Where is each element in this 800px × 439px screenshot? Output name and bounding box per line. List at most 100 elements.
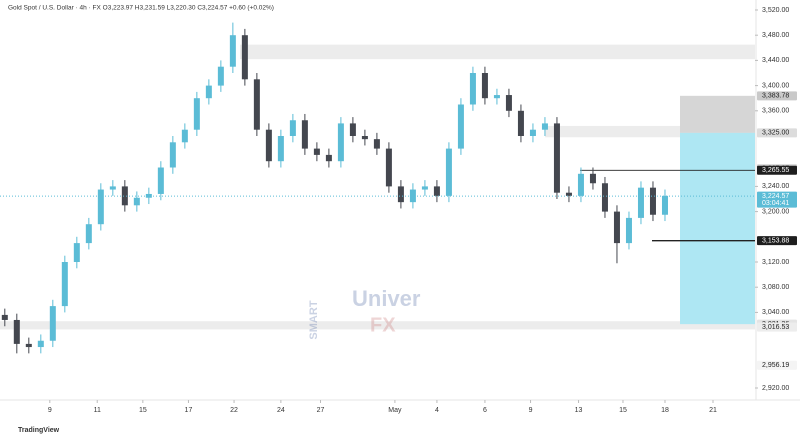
y-tick-label: 3,520.00 xyxy=(762,7,789,14)
candle-body xyxy=(265,129,272,162)
price-tag xyxy=(757,322,797,332)
x-tick-label: 21 xyxy=(709,407,717,414)
x-tick-label: 18 xyxy=(661,407,669,414)
candle-body xyxy=(661,195,668,215)
candle-body xyxy=(421,186,428,190)
y-tick-label: 3,240.00 xyxy=(762,183,789,190)
x-tick-label: 27 xyxy=(317,407,325,414)
watermark-text: FX xyxy=(370,314,396,336)
x-tick-label: 9 xyxy=(48,407,52,414)
y-tick-label: 2,920.00 xyxy=(762,385,789,392)
candle-body xyxy=(337,123,344,162)
candle-body xyxy=(97,189,104,225)
y-tick-label: 3,200.00 xyxy=(762,208,789,215)
zone xyxy=(680,95,755,133)
candle-body xyxy=(433,186,440,196)
zone xyxy=(545,125,755,138)
candle-body xyxy=(577,173,584,196)
candle-body xyxy=(349,123,356,136)
candle-body xyxy=(517,110,524,136)
y-tick-label: 3,480.00 xyxy=(762,32,789,39)
candle-body xyxy=(409,189,416,203)
candle-body xyxy=(613,211,620,244)
candle-body xyxy=(73,243,80,262)
candle-body xyxy=(13,319,20,344)
candle-body xyxy=(553,123,560,193)
price-tag-label: 3,265.55 xyxy=(762,167,789,174)
x-tick-label: 9 xyxy=(529,407,533,414)
footer-logo: TradingView xyxy=(18,427,60,434)
candle-body xyxy=(361,136,368,140)
x-tick-label: 13 xyxy=(575,407,583,414)
candle-body xyxy=(601,183,608,212)
watermark: SMART Univer FX xyxy=(308,286,421,340)
y-tick-label: 3,120.00 xyxy=(762,259,789,266)
candle-body xyxy=(229,35,236,67)
candle-body xyxy=(181,129,188,143)
candle-body xyxy=(301,120,308,149)
zone xyxy=(240,44,755,60)
y-tick-label: 3,040.00 xyxy=(762,309,789,316)
price-tag-label: 3,224.57 xyxy=(762,193,789,200)
price-tag xyxy=(757,360,797,370)
price-tag-label: 2,956.19 xyxy=(762,362,789,369)
candle-body xyxy=(397,186,404,203)
candle-body xyxy=(205,85,212,99)
candle-body xyxy=(289,120,296,136)
price-tag xyxy=(757,128,797,138)
candle-body xyxy=(529,129,536,136)
y-tick-label: 3,080.00 xyxy=(762,284,789,291)
candle-body xyxy=(157,167,164,194)
x-tick-label: 22 xyxy=(230,407,238,414)
candle-body xyxy=(469,73,476,105)
candle-body xyxy=(109,186,116,190)
candle-body xyxy=(457,104,464,149)
x-tick-label: 15 xyxy=(619,407,627,414)
candle-body xyxy=(385,148,392,187)
candle-body xyxy=(1,314,8,320)
candle-body xyxy=(37,340,44,348)
candle-body xyxy=(241,35,248,80)
x-tick-label: 17 xyxy=(185,407,193,414)
price-tag xyxy=(757,191,797,208)
price-tag xyxy=(757,91,797,101)
y-tick-label: 3,360.00 xyxy=(762,108,789,115)
x-tick-label: 4 xyxy=(435,407,439,414)
candle-body xyxy=(169,142,176,168)
candle-body xyxy=(649,187,656,215)
candle-body xyxy=(541,123,548,130)
x-tick-label: 11 xyxy=(94,407,101,414)
price-tag-countdown: 03:04:41 xyxy=(762,200,789,207)
price-tag-label: 3,383.78 xyxy=(762,93,789,100)
candle-body xyxy=(133,197,140,206)
price-tag-label: 3,153.88 xyxy=(762,237,789,244)
candle-body xyxy=(493,95,500,99)
x-tick-label: May xyxy=(388,407,402,414)
x-tick-label: 6 xyxy=(483,407,487,414)
candle-body xyxy=(253,79,260,130)
candle-body xyxy=(61,262,68,307)
candle-body xyxy=(85,224,92,244)
candle-body xyxy=(217,66,224,86)
price-tag xyxy=(757,165,797,175)
candle-body xyxy=(325,154,332,162)
candle-body xyxy=(277,136,284,162)
candle-body xyxy=(505,95,512,111)
candle-body xyxy=(481,73,488,99)
y-tick-label: 3,440.00 xyxy=(762,57,789,64)
candle-body xyxy=(589,173,596,184)
chart-title: Gold Spot / U.S. Dollar · 4h · FX O3,223… xyxy=(8,5,274,12)
candle-body xyxy=(637,187,644,218)
plot: SMART Univer FX xyxy=(0,22,755,354)
candle-body xyxy=(565,192,572,196)
price-tag-label: 3,016.53 xyxy=(762,324,789,331)
candle-body xyxy=(145,193,152,198)
x-tick-label: 24 xyxy=(277,407,285,414)
candle-body xyxy=(25,343,32,348)
x-tick-label: 15 xyxy=(139,407,147,414)
candle-body xyxy=(193,98,200,130)
y-tick-label: 3,400.00 xyxy=(762,82,789,89)
zone xyxy=(680,132,755,325)
